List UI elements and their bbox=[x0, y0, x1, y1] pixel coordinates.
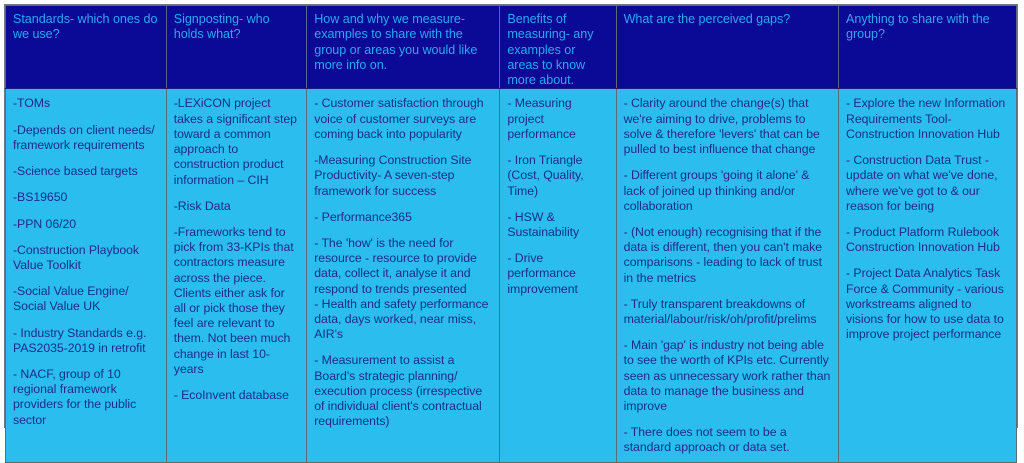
header-label-perceived-gaps: What are the perceived gaps? bbox=[623, 12, 791, 26]
body-cell-perceived-gaps: - Clarity around the change(s) that we'r… bbox=[615, 88, 840, 463]
body-cell-signposting: -LEXiCON project takes a significant ste… bbox=[165, 88, 308, 463]
item-list-how-and-why: - Customer satisfaction through voice of… bbox=[307, 89, 499, 435]
item-list-benefits: - Measuring project performance - Iron Tr… bbox=[500, 89, 615, 302]
list-item: - EcoInvent database bbox=[173, 387, 289, 402]
list-item: - Main 'gap' is industry not being able … bbox=[623, 338, 831, 413]
header-cell-standards: Standards- which ones do we use? bbox=[5, 4, 167, 90]
list-item: -Construction Playbook Value Toolkit bbox=[13, 242, 140, 272]
table-header-row: Standards- which ones do we use? Signpos… bbox=[5, 4, 1017, 90]
body-cell-standards: -TOMs -Depends on client needs/ framework… bbox=[5, 88, 167, 463]
list-item: -Frameworks tend to pick from 33-KPIs th… bbox=[173, 224, 294, 376]
table-body-row: -TOMs -Depends on client needs/ framework… bbox=[5, 88, 1017, 463]
list-item: - Truly transparent breakdowns of materi… bbox=[623, 296, 817, 326]
list-item: -Science based targets bbox=[13, 164, 138, 179]
body-cell-anything-to-share: - Explore the new Information Requiremen… bbox=[838, 88, 1017, 463]
body-cell-how-and-why: - Customer satisfaction through voice of… bbox=[306, 88, 501, 463]
list-item: -LEXiCON project takes a significant ste… bbox=[173, 96, 297, 187]
item-list-anything-to-share: - Explore the new Information Requiremen… bbox=[839, 89, 1016, 348]
list-item: -PPN 06/20 bbox=[13, 216, 77, 231]
list-item: - Customer satisfaction through voice of… bbox=[314, 96, 484, 141]
item-list-standards: -TOMs -Depends on client needs/ framework… bbox=[6, 89, 166, 433]
list-item: - The 'how' is the need for resource - r… bbox=[314, 235, 477, 296]
list-item: - Industry Standards e.g. PAS2035-2019 i… bbox=[13, 325, 147, 355]
list-item: - Different groups 'going it alone' & la… bbox=[623, 168, 810, 213]
list-item: -Social Value Engine/ Social Value UK bbox=[13, 284, 129, 314]
header-label-how-and-why: How and why we measure- examples to shar… bbox=[314, 12, 478, 72]
list-item: - Measuring project performance bbox=[507, 96, 576, 141]
list-item: - Project Data Analytics Task Force & Co… bbox=[846, 266, 1004, 342]
feedback-grid: Standards- which ones do we use? Signpos… bbox=[5, 4, 1017, 463]
list-item: -Measuring Construction Site Productivit… bbox=[314, 153, 472, 198]
header-cell-how-and-why: How and why we measure- examples to shar… bbox=[306, 4, 501, 90]
header-label-benefits: Benefits of measuring- any examples or a… bbox=[507, 12, 594, 88]
list-item: -Depends on client needs/ framework requ… bbox=[13, 122, 155, 152]
list-item: - Health and safety performance data, da… bbox=[314, 296, 489, 342]
list-item: - Measurement to assist a Board's strate… bbox=[314, 353, 483, 429]
list-item: - (Not enough) recognising that if the d… bbox=[623, 224, 823, 285]
body-cell-benefits: - Measuring project performance - Iron Tr… bbox=[499, 88, 617, 463]
header-cell-benefits: Benefits of measuring- any examples or a… bbox=[499, 4, 617, 90]
item-list-perceived-gaps: - Clarity around the change(s) that we'r… bbox=[617, 89, 838, 461]
list-item: -BS19650 bbox=[13, 190, 68, 205]
list-item: - Explore the new Information Requiremen… bbox=[846, 96, 1006, 141]
item-list-signposting: -LEXiCON project takes a significant ste… bbox=[167, 89, 307, 409]
list-item: - Performance365 bbox=[314, 209, 412, 224]
list-item: - Clarity around the change(s) that we'r… bbox=[623, 96, 820, 157]
list-item: - Drive performance improvement bbox=[507, 251, 578, 296]
header-label-anything-to-share: Anything to share with the group? bbox=[846, 12, 990, 42]
list-item: - NACF, group of 10 regional framework p… bbox=[13, 366, 137, 427]
list-item: - HSW & Sustainability bbox=[507, 209, 580, 239]
list-item: - Construction Data Trust - update on wh… bbox=[846, 153, 998, 213]
header-label-standards: Standards- which ones do we use? bbox=[13, 12, 158, 42]
header-cell-signposting: Signposting- who holds what? bbox=[165, 4, 308, 90]
header-cell-perceived-gaps: What are the perceived gaps? bbox=[615, 4, 840, 90]
list-item: - There does not seem to be a standard a… bbox=[623, 425, 790, 455]
list-item: -TOMs bbox=[13, 96, 51, 111]
list-item: - Iron Triangle (Cost, Quality, Time) bbox=[507, 153, 584, 198]
header-label-signposting: Signposting- who holds what? bbox=[173, 12, 270, 42]
list-item: -Risk Data bbox=[173, 198, 231, 213]
workshop-feedback-table: Standards- which ones do we use? Signpos… bbox=[4, 4, 1018, 463]
list-item: - Product Platform Rulebook Construction… bbox=[846, 224, 1000, 255]
header-cell-anything-to-share: Anything to share with the group? bbox=[838, 4, 1017, 90]
